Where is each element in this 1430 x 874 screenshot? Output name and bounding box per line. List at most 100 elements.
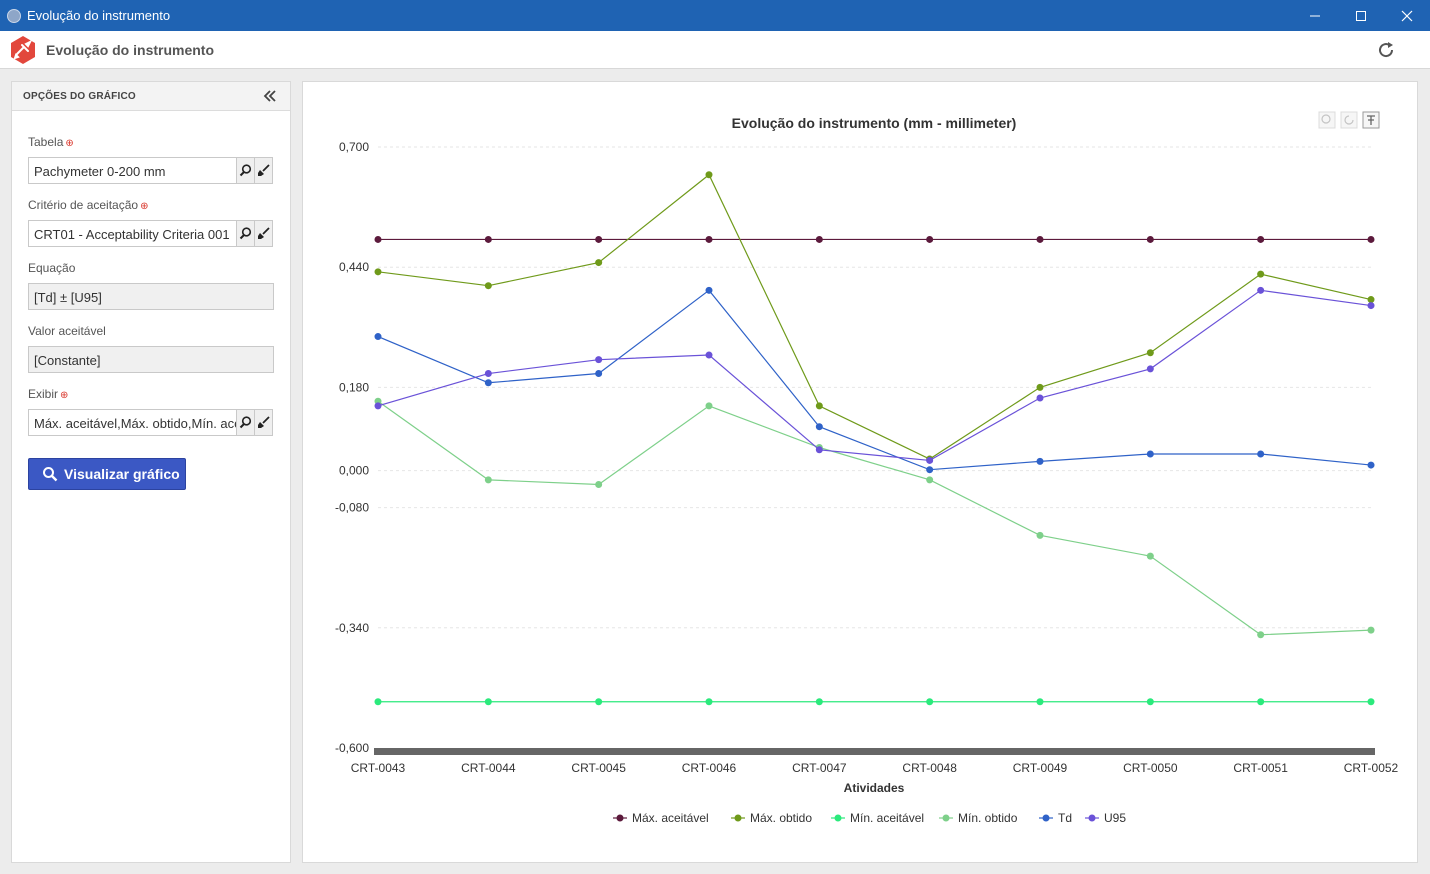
required-marker-icon: ⊕ <box>60 390 69 401</box>
minimize-button[interactable] <box>1292 0 1338 31</box>
data-point[interactable] <box>1367 296 1375 304</box>
data-point[interactable] <box>1367 461 1375 469</box>
page-title: Evolução do instrumento <box>46 41 215 58</box>
legend-label: Máx. obtido <box>750 811 812 825</box>
series-Mín. obtido <box>374 397 1375 639</box>
data-point[interactable] <box>595 480 603 488</box>
data-point[interactable] <box>1146 450 1154 458</box>
data-point[interactable] <box>1146 349 1154 357</box>
data-point[interactable] <box>595 235 603 243</box>
data-point[interactable] <box>1146 235 1154 243</box>
data-point[interactable] <box>705 171 713 179</box>
data-point[interactable] <box>374 402 382 410</box>
x-tick-label: CRT-0049 <box>1013 761 1068 775</box>
data-point[interactable] <box>1036 235 1044 243</box>
data-point[interactable] <box>1036 383 1044 391</box>
required-marker-icon: ⊕ <box>65 138 74 149</box>
data-point[interactable] <box>484 698 492 706</box>
data-point[interactable] <box>484 379 492 387</box>
data-point[interactable] <box>1257 631 1265 639</box>
data-point[interactable] <box>1257 450 1265 458</box>
chart-options-panel: OPÇÕES DO GRÁFICO Tabela ⊕ Pachymeter 0-2… <box>11 81 291 863</box>
data-point[interactable] <box>1036 531 1044 539</box>
tabela-clear-button[interactable] <box>255 157 273 184</box>
exibir-search-button[interactable] <box>237 409 255 436</box>
data-point[interactable] <box>1367 302 1375 310</box>
legend-item[interactable]: Mín. aceitável <box>831 811 924 825</box>
data-point[interactable] <box>1367 626 1375 634</box>
data-point[interactable] <box>1146 698 1154 706</box>
data-point[interactable] <box>926 476 934 484</box>
data-point[interactable] <box>815 235 823 243</box>
legend-label: Mín. aceitável <box>850 811 924 825</box>
pin-icon <box>1367 115 1375 125</box>
data-point[interactable] <box>815 402 823 410</box>
y-tick-label: 0,180 <box>339 380 369 394</box>
data-point[interactable] <box>926 698 934 706</box>
criterio-input[interactable]: CRT01 - Acceptability Criteria 001 <box>28 220 237 247</box>
visualize-chart-button[interactable]: Visualizar gráfico <box>28 458 186 490</box>
broom-icon <box>258 164 270 176</box>
broom-icon <box>258 416 270 428</box>
data-point[interactable] <box>1257 698 1265 706</box>
data-point[interactable] <box>1367 698 1375 706</box>
criterio-search-button[interactable] <box>237 220 255 247</box>
data-point[interactable] <box>1036 698 1044 706</box>
exibir-clear-button[interactable] <box>255 409 273 436</box>
collapse-panel-icon[interactable] <box>262 88 278 104</box>
criterio-clear-button[interactable] <box>255 220 273 247</box>
data-point[interactable] <box>1036 457 1044 465</box>
legend-item[interactable]: U95 <box>1085 811 1126 825</box>
data-point[interactable] <box>705 235 713 243</box>
data-point[interactable] <box>595 698 603 706</box>
data-point[interactable] <box>484 235 492 243</box>
data-point[interactable] <box>705 402 713 410</box>
data-point[interactable] <box>595 356 603 364</box>
data-point[interactable] <box>1257 270 1265 278</box>
data-point[interactable] <box>484 476 492 484</box>
data-point[interactable] <box>484 370 492 378</box>
close-icon <box>1401 10 1413 21</box>
exibir-input[interactable]: Máx. aceitável,Máx. obtido,Mín. aceitáve… <box>28 409 237 436</box>
legend-item[interactable]: Máx. obtido <box>731 811 812 825</box>
maximize-button[interactable] <box>1338 0 1384 31</box>
data-point[interactable] <box>374 268 382 276</box>
refresh-icon[interactable] <box>1376 40 1396 60</box>
legend-item[interactable]: Mín. obtido <box>939 811 1018 825</box>
data-point[interactable] <box>815 423 823 431</box>
data-point[interactable] <box>1367 235 1375 243</box>
data-point[interactable] <box>926 456 934 464</box>
data-point[interactable] <box>484 282 492 290</box>
x-tick-label: CRT-0052 <box>1344 761 1399 775</box>
data-point[interactable] <box>1036 394 1044 402</box>
app-icon <box>7 8 21 23</box>
data-point[interactable] <box>926 235 934 243</box>
data-point[interactable] <box>815 446 823 454</box>
data-point[interactable] <box>705 698 713 706</box>
close-button[interactable] <box>1384 0 1430 31</box>
data-point[interactable] <box>705 286 713 294</box>
data-point[interactable] <box>374 333 382 341</box>
data-point[interactable] <box>595 259 603 267</box>
series-Mín. aceitável <box>374 698 1375 706</box>
data-point[interactable] <box>815 698 823 706</box>
data-point[interactable] <box>1146 552 1154 560</box>
data-point[interactable] <box>374 698 382 706</box>
data-point[interactable] <box>374 235 382 243</box>
data-point[interactable] <box>595 370 603 378</box>
data-point[interactable] <box>926 466 934 474</box>
tabela-search-button[interactable] <box>237 157 255 184</box>
data-point[interactable] <box>1146 365 1154 373</box>
chart-reset-button[interactable] <box>1340 111 1358 129</box>
chart-pin-button[interactable] <box>1362 111 1380 129</box>
legend-label: Máx. aceitável <box>632 811 709 825</box>
data-point[interactable] <box>1257 286 1265 294</box>
data-point[interactable] <box>705 351 713 359</box>
series-U95 <box>374 286 1375 464</box>
y-tick-label: 0,440 <box>339 260 369 274</box>
legend-item[interactable]: Td <box>1039 811 1072 825</box>
chart-zoom-button[interactable] <box>1318 111 1336 129</box>
data-point[interactable] <box>1257 235 1265 243</box>
tabela-input[interactable]: Pachymeter 0-200 mm <box>28 157 237 184</box>
legend-item[interactable]: Máx. aceitável <box>613 811 709 825</box>
